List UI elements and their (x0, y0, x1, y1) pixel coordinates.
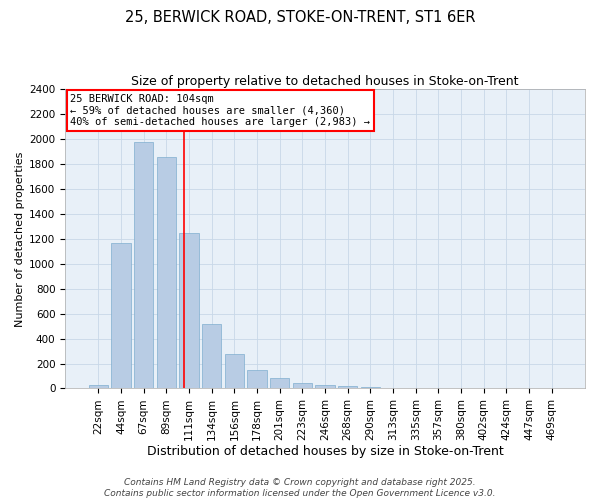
Bar (112, 242, 131, 388)
Bar (270, 378, 289, 388)
Bar (179, 233, 199, 388)
Bar (293, 383, 312, 388)
Bar (338, 386, 358, 388)
Bar (361, 387, 380, 388)
Title: Size of property relative to detached houses in Stoke-on-Trent: Size of property relative to detached ho… (131, 75, 519, 88)
Bar (202, 324, 221, 388)
Bar (225, 354, 244, 388)
X-axis label: Distribution of detached houses by size in Stoke-on-Trent: Distribution of detached houses by size … (146, 444, 503, 458)
Bar (316, 384, 335, 388)
Bar (157, 157, 176, 388)
Text: 25 BERWICK ROAD: 104sqm
← 59% of detached houses are smaller (4,360)
40% of semi: 25 BERWICK ROAD: 104sqm ← 59% of detache… (70, 94, 370, 127)
Bar (247, 370, 267, 388)
Bar (134, 142, 154, 388)
Y-axis label: Number of detached properties: Number of detached properties (15, 151, 25, 326)
Text: Contains HM Land Registry data © Crown copyright and database right 2025.
Contai: Contains HM Land Registry data © Crown c… (104, 478, 496, 498)
Bar (89, 386, 108, 388)
Text: 25, BERWICK ROAD, STOKE-ON-TRENT, ST1 6ER: 25, BERWICK ROAD, STOKE-ON-TRENT, ST1 6E… (125, 10, 475, 25)
